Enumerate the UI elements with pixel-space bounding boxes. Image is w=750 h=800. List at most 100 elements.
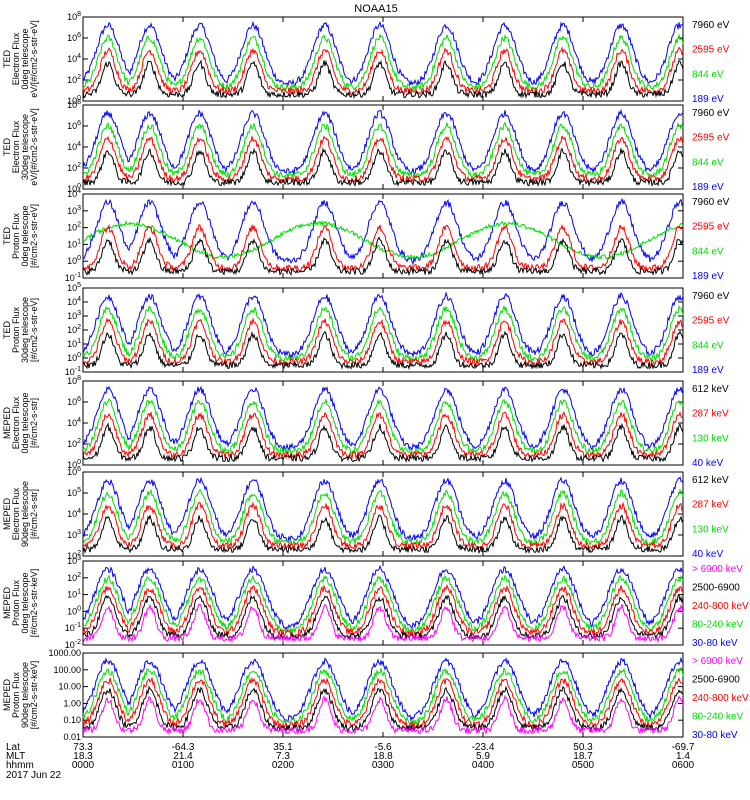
x-axis-row-label: Lat [6, 742, 20, 753]
y-axis-label: TEDElectron Flux0deg telescopeeV/[#/cm2-… [2, 20, 39, 98]
channel-label: 40 keV [692, 458, 723, 469]
y-tick-label: 100 [67, 95, 81, 106]
channel-label: 2500-6900 [692, 675, 740, 686]
y-tick-label: 1.00 [63, 698, 81, 708]
y-tick-label: 104 [67, 188, 81, 199]
x-tick-label-hhmm: 0200 [272, 760, 295, 771]
channel-label: 612 keV [692, 475, 729, 486]
panel-5: 100 102 104 106 108 MEPEDElectron Flux0deg te… [2, 375, 729, 470]
channel-label: 287 keV [692, 409, 729, 420]
x-tick-label-mlt: 1.4 [676, 751, 690, 762]
series-2595-ev [82, 135, 684, 184]
channel-label: 2595 eV [692, 45, 730, 56]
series-2595-ev [82, 46, 684, 96]
series-189-ev [82, 108, 684, 176]
panel-3: 10-1 100 101 102 103 104 TEDProton Flux0deg te… [2, 188, 730, 283]
y-tick-label: 102 [67, 222, 81, 233]
y-tick-label: 0.01 [63, 732, 81, 742]
y-tick-label: 10-2 [65, 639, 81, 650]
y-tick-label: 10-1 [65, 622, 81, 633]
x-tick-label-mlt: 5.9 [476, 751, 490, 762]
series-844-ev [82, 33, 684, 92]
y-tick-label: 10-1 [65, 366, 81, 377]
x-tick-label-mlt: 18.7 [573, 751, 593, 762]
y-tick-label: 103 [67, 205, 81, 216]
series-80-240-kev [82, 574, 684, 634]
y-tick-label: 0.10 [63, 715, 81, 725]
y-tick-label: 100 [67, 459, 81, 470]
series-612-kev [82, 514, 684, 555]
series--6900-kev [82, 694, 684, 736]
panel-8: 0.01 0.10 1.00 10.00 100.00 1000.00 MEPEDProto… [2, 648, 749, 742]
panels-group: 100 102 104 106 108 TEDElectron Flux0deg tele… [2, 11, 749, 742]
y-tick-label: 106 [67, 466, 81, 477]
channel-label: 30-80 keV [692, 638, 738, 649]
y-tick-label: 100.00 [53, 665, 81, 675]
panel-7: 10-2 10-1 100 101 102 103 MEPEDProton Flux0deg… [2, 555, 749, 650]
channel-label: 2500-6900 [692, 583, 740, 594]
series-40-kev [82, 385, 684, 452]
series-612-kev [82, 422, 684, 463]
panel-4: 10-1 100 101 102 103 104 105 TEDProton Flux30de… [2, 282, 730, 377]
y-tick-label: 10.00 [58, 682, 81, 692]
series-189-ev [82, 20, 684, 88]
y-axis-label: TEDElectron Flux30deg telescopeeV/[#/cm2… [2, 108, 39, 186]
y-tick-label: 102 [67, 572, 81, 583]
y-axis-label: MEPEDProton Flux90deg telescope[#/cm2-s-… [2, 661, 39, 730]
channel-label: 7960 eV [692, 20, 730, 31]
series--6900-kev [82, 603, 684, 644]
series-287-kev [82, 411, 684, 460]
date-label: 2017 Jun 22 [6, 770, 61, 781]
channel-label: 30-80 keV [692, 730, 738, 741]
y-tick-label: 106 [67, 120, 81, 131]
series-130-kev [82, 488, 684, 547]
y-tick-label: 102 [67, 438, 81, 449]
channel-label: 130 keV [692, 524, 729, 535]
channel-label: 287 keV [692, 500, 729, 511]
x-tick-label-lat: 50.3 [573, 742, 593, 753]
series-2500-6900 [82, 594, 684, 641]
channel-label: 844 eV [692, 157, 724, 168]
y-tick-label: 102 [67, 550, 81, 561]
y-tick-label: 102 [67, 74, 81, 85]
y-axis-label: TEDProton Flux30deg telescope[#/cm2-s-st… [2, 297, 39, 363]
series-7960-ev [82, 330, 684, 371]
series-130-kev [82, 398, 684, 456]
series-844-ev [82, 304, 684, 364]
x-tick-label-hhmm: 0500 [572, 760, 595, 771]
y-axis-label: MEPEDElectron Flux90deg telescope[#/cm2-… [2, 481, 39, 547]
y-tick-label: 106 [67, 396, 81, 407]
series-7960-ev [82, 59, 684, 100]
y-tick-label: 101 [67, 338, 81, 349]
series-30-80-kev [82, 564, 684, 631]
series-2500-6900 [82, 685, 684, 733]
x-axis-row-label: MLT [6, 751, 25, 762]
y-tick-label: 101 [67, 238, 81, 249]
x-tick-label-mlt: 7.3 [276, 751, 290, 762]
channel-label: 7960 eV [692, 108, 730, 119]
channel-label: 80-240 keV [692, 712, 743, 723]
channel-label: 612 keV [692, 384, 729, 395]
y-tick-label: 108 [67, 375, 81, 386]
y-tick-label: 100 [67, 352, 81, 363]
y-tick-label: 101 [67, 589, 81, 600]
x-tick-label-mlt: 21.4 [173, 751, 193, 762]
series-287-kev [82, 501, 684, 551]
y-tick-label: 100 [67, 183, 81, 194]
channel-label: > 6900 keV [692, 656, 743, 667]
series-7960-ev [82, 236, 684, 277]
x-tick-label-hhmm: 0100 [172, 760, 195, 771]
y-tick-label: 1000.00 [48, 648, 81, 658]
y-axis-label: TEDProton Flux0deg telescope[#/cm2-s-str… [2, 204, 39, 268]
y-tick-label: 106 [67, 32, 81, 43]
panel-2: 100 102 104 106 108 TEDElectron Flux30deg tel… [2, 99, 730, 194]
series-30-80-kev [82, 656, 683, 723]
y-tick-label: 108 [67, 99, 81, 110]
panel-frame [82, 193, 684, 279]
channel-label: 240-800 keV [692, 601, 749, 612]
y-tick-label: 10-1 [65, 272, 81, 283]
y-tick-label: 105 [67, 282, 81, 293]
y-tick-label: 100 [67, 605, 81, 616]
panel-6: 102 103 104 105 106 MEPEDElectron Flux90deg t… [2, 466, 729, 561]
